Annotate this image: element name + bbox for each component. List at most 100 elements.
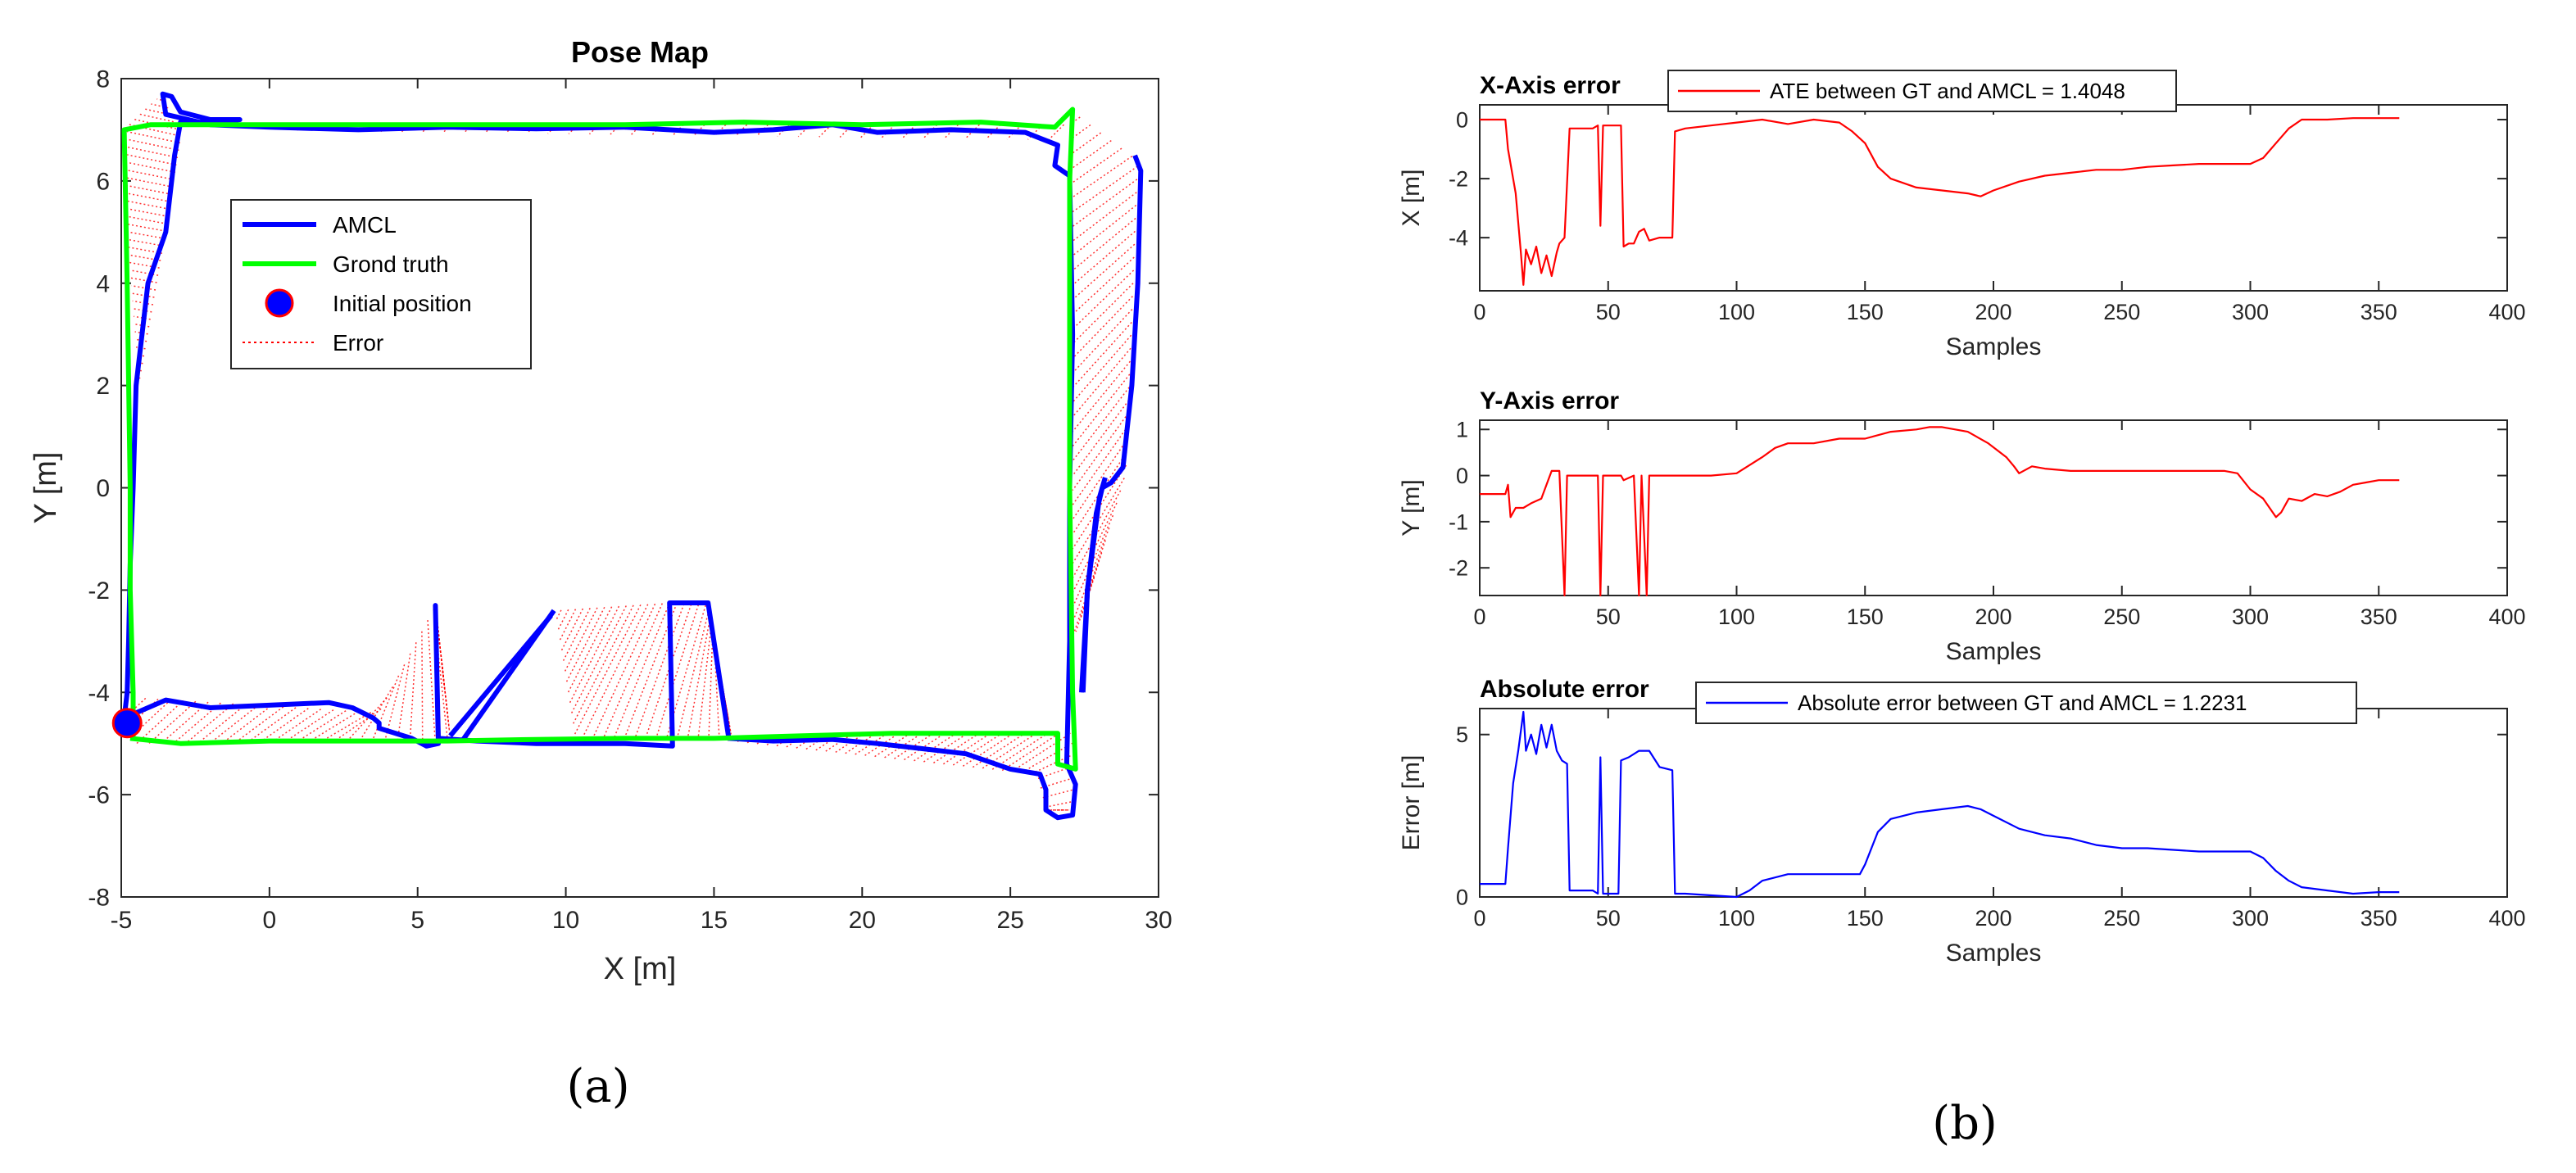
pose_map-xtick-label: 10 bbox=[552, 907, 579, 934]
error-line bbox=[1072, 243, 1136, 301]
x-axis-error-chart: 0 50 100 150 200 250 300 350 400 0 -2 -4 Samples X [m… bbox=[1398, 70, 2526, 360]
error-line bbox=[558, 609, 577, 642]
error-line bbox=[186, 703, 234, 744]
error-line bbox=[1011, 732, 1072, 772]
absolute_error-xtick-label: 0 bbox=[1473, 906, 1485, 931]
x_error-xlabel: Samples bbox=[1946, 333, 2042, 360]
error-line bbox=[132, 699, 171, 736]
x_error-xtick-label: 100 bbox=[1718, 300, 1755, 324]
error-line bbox=[1072, 205, 1137, 256]
absolute_error-xtick-label: 250 bbox=[2103, 906, 2140, 931]
error-line bbox=[384, 664, 406, 740]
error-line bbox=[574, 604, 642, 736]
legend-label: Grond truth bbox=[333, 251, 449, 277]
error-hatch-region bbox=[127, 98, 180, 379]
y_error-xtick-label: 400 bbox=[2488, 605, 2525, 629]
error-line bbox=[1072, 179, 1138, 228]
legend-swatch-marker bbox=[265, 288, 294, 318]
error-line bbox=[1072, 347, 1132, 418]
error-line bbox=[127, 208, 169, 218]
pose_map-xtick-label: 20 bbox=[849, 907, 876, 934]
error-line bbox=[247, 707, 297, 743]
error-line bbox=[127, 161, 176, 174]
error-line bbox=[1072, 230, 1136, 286]
y_error-xtick-label: 50 bbox=[1596, 605, 1621, 629]
y_error-title: Y-Axis error bbox=[1480, 387, 1619, 414]
error-line bbox=[134, 323, 150, 328]
absolute_error-ylabel: Error [m] bbox=[1398, 755, 1425, 851]
error-line bbox=[672, 124, 684, 136]
pose-plot-area bbox=[121, 91, 1144, 821]
error-line bbox=[198, 704, 247, 743]
x_error-xtick-label: 150 bbox=[1847, 300, 1884, 324]
error-line bbox=[570, 605, 627, 715]
error-line bbox=[563, 607, 598, 673]
error-line bbox=[735, 124, 748, 137]
pose_map-ytick-label: 8 bbox=[96, 66, 110, 93]
error-line bbox=[556, 609, 569, 632]
error-line bbox=[127, 146, 179, 159]
error-line bbox=[131, 284, 156, 291]
error-line bbox=[1072, 256, 1135, 315]
error-line bbox=[687, 617, 711, 739]
error-line bbox=[1072, 192, 1137, 242]
error-line bbox=[645, 604, 692, 739]
y_error-xtick-label: 300 bbox=[2232, 605, 2269, 629]
x_error-xtick-label: 50 bbox=[1596, 300, 1621, 324]
error-line bbox=[555, 609, 562, 622]
error-line bbox=[697, 624, 713, 739]
x_error-ytick-label: 0 bbox=[1456, 107, 1468, 132]
x_error-xtick-label: 300 bbox=[2232, 300, 2269, 324]
error-line bbox=[139, 113, 174, 123]
y_error-xtick-label: 350 bbox=[2361, 605, 2397, 629]
absolute_error-xtick-label: 300 bbox=[2232, 906, 2269, 931]
error-line bbox=[132, 697, 147, 711]
y_error-ytick-label: -1 bbox=[1449, 510, 1468, 534]
error-line bbox=[132, 300, 154, 306]
error-line bbox=[964, 124, 980, 139]
x_error-xtick-label: 200 bbox=[1975, 300, 2011, 324]
error-line bbox=[613, 602, 670, 739]
error-line bbox=[839, 124, 854, 138]
error-line bbox=[297, 710, 347, 742]
x_error-series-line bbox=[1480, 117, 2400, 286]
x_error-title: X-Axis error bbox=[1480, 72, 1621, 99]
error-hatch-region bbox=[555, 602, 732, 739]
error-line bbox=[1072, 334, 1132, 403]
x_error-ytick-label: -4 bbox=[1449, 226, 1468, 251]
y_error-xtick-label: 200 bbox=[1975, 605, 2011, 629]
panel-label-b: (b) bbox=[1932, 1097, 1998, 1150]
error-line bbox=[1048, 124, 1064, 141]
error-line bbox=[148, 700, 197, 744]
error-line bbox=[261, 708, 309, 742]
error-line bbox=[835, 736, 861, 754]
error-line bbox=[972, 733, 1025, 768]
pose_map-ytick-label: -4 bbox=[88, 680, 110, 707]
error-line bbox=[932, 734, 978, 764]
error-line bbox=[568, 605, 620, 705]
error-line bbox=[1045, 800, 1073, 808]
error-hatch-region bbox=[132, 605, 451, 745]
error-line bbox=[235, 706, 284, 743]
error-line bbox=[986, 124, 1001, 140]
pose_map-xtick-label: -5 bbox=[111, 907, 133, 934]
error-line bbox=[1072, 296, 1133, 360]
pose_map-ytick-label: 6 bbox=[96, 168, 110, 195]
error-line bbox=[127, 192, 171, 203]
error-line bbox=[634, 603, 685, 739]
pose_map-ylabel: Y [m] bbox=[29, 452, 63, 524]
error-line bbox=[1072, 387, 1130, 462]
error-line bbox=[421, 631, 424, 740]
y_error-xtick-label: 150 bbox=[1847, 605, 1884, 629]
error-line bbox=[335, 708, 382, 741]
pose_map-ytick-label: -6 bbox=[88, 782, 110, 809]
absolute_error-xtick-label: 350 bbox=[2361, 906, 2397, 931]
pose-map-chart: -5 0 5 10 15 20 25 30 -8 -6 -4 -2 0 2 4 6 8 X [m] Y [m] Pos… bbox=[29, 35, 1172, 986]
error-line bbox=[755, 124, 769, 137]
absolute_error-xtick-label: 400 bbox=[2488, 906, 2525, 931]
absolute_error-series-line bbox=[1480, 710, 2400, 899]
error-line bbox=[127, 215, 168, 225]
absolute_error-axes-box bbox=[1479, 708, 2508, 898]
y_error-ytick-label: 0 bbox=[1456, 464, 1468, 488]
